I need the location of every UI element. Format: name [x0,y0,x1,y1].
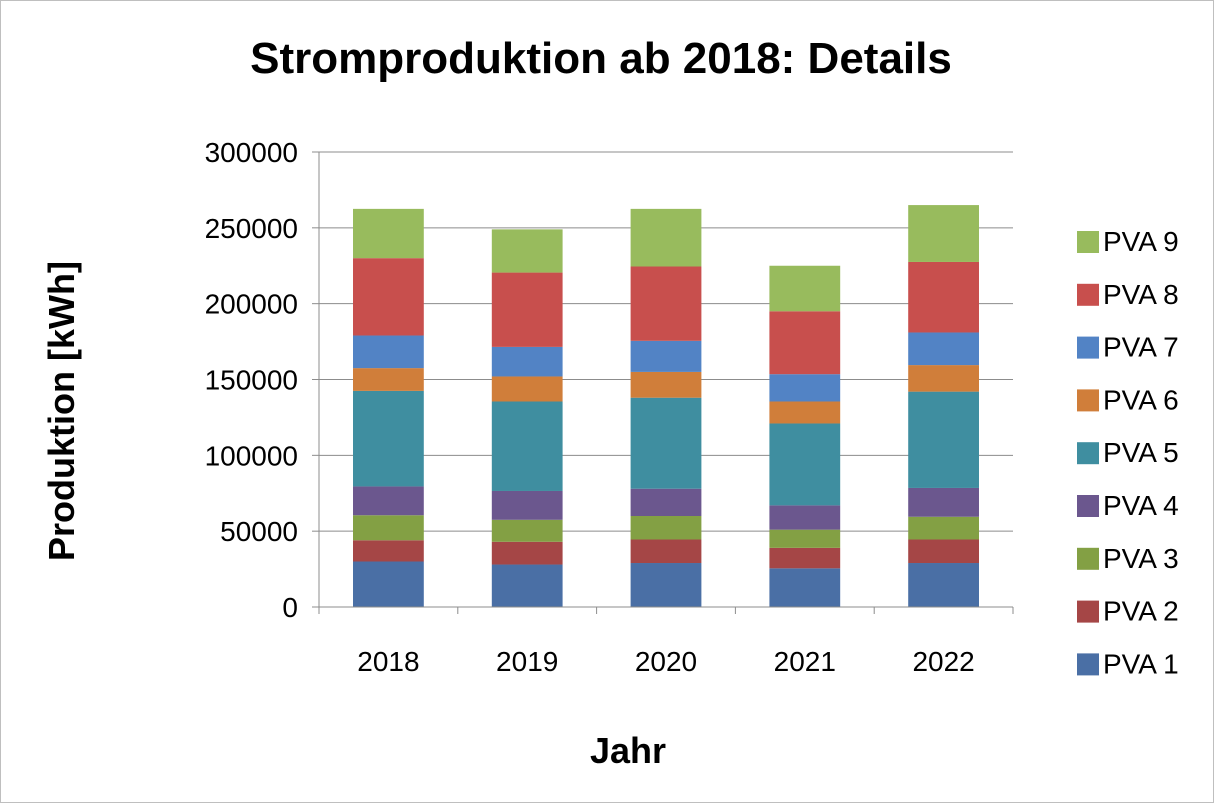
y-tick-labels: 0 50000 100000 150000 200000 250000 300000 [205,137,298,623]
legend-swatch-pva-5 [1077,442,1099,465]
bar-segment-pva-9-2020 [630,208,702,267]
y-tick-label: 150000 [205,365,298,396]
bar-segment-pva-7-2020 [630,340,702,372]
bar-segment-pva-8-2020 [630,266,702,341]
bar-segment-pva-3-2019 [491,519,563,542]
bar-segment-pva-5-2019 [491,401,563,491]
legend-label: PVA 8 [1103,279,1179,310]
legend: PVA 9 PVA 8 PVA 7 PVA 6 PVA 5 PVA 4 PVA 3 PVA 2… [1077,226,1179,679]
bar-segment-pva-9-2022 [908,205,979,262]
y-tick-label: 50000 [220,516,298,547]
bar-segment-pva-1-2018 [353,561,424,607]
legend-swatch-pva-6 [1077,389,1099,412]
legend-swatch-pva-9 [1077,231,1099,253]
legend-swatch-pva-1 [1077,653,1099,676]
bar-segment-pva-3-2022 [908,516,979,540]
bar-segment-pva-6-2022 [908,365,979,392]
bar-segment-pva-5-2022 [908,391,979,488]
bar-segment-pva-6-2021 [769,401,841,424]
legend-swatch-pva-8 [1077,283,1099,306]
bar-segment-pva-3-2021 [769,529,841,548]
bar-segment-pva-2-2018 [353,540,424,562]
y-tick-label: 100000 [205,440,298,471]
bar-segment-pva-9-2019 [491,229,563,273]
bar-segment-pva-1-2021 [769,568,841,607]
bar-segment-pva-4-2019 [491,490,563,520]
legend-label: PVA 5 [1103,437,1179,468]
bar-segment-pva-7-2022 [908,332,979,366]
legend-label: PVA 1 [1103,648,1179,679]
bar-segment-pva-2-2020 [630,539,702,564]
bar-segment-pva-4-2021 [769,505,841,530]
bar-segment-pva-2-2021 [769,547,841,569]
bar-segment-pva-5-2020 [630,397,702,489]
legend-label: PVA 4 [1103,490,1179,521]
x-tick-label: 2018 [357,646,419,677]
legend-label: PVA 6 [1103,384,1179,415]
bar-segment-pva-7-2021 [769,374,841,402]
bar-segment-pva-8-2019 [491,272,563,347]
bar-segment-pva-5-2018 [353,390,424,487]
bar-segment-pva-4-2020 [630,488,702,516]
x-tick-label: 2022 [912,646,974,677]
bar-segment-pva-8-2021 [769,311,841,375]
legend-swatch-pva-4 [1077,495,1099,517]
bar-segment-pva-6-2019 [491,376,563,402]
bar-segment-pva-4-2018 [353,486,424,516]
bar-segment-pva-6-2020 [630,371,702,398]
bar-segment-pva-7-2018 [353,335,424,369]
chart-title: Stromproduktion ab 2018: Details [250,34,952,83]
y-tick-label: 250000 [205,213,298,244]
bar-segment-pva-7-2019 [491,346,563,377]
bar-segment-pva-9-2018 [353,208,424,259]
legend-swatch-pva-2 [1077,600,1099,623]
x-tick-label: 2020 [635,646,697,677]
legend-label: PVA 2 [1103,596,1179,627]
x-axis-title: Jahr [590,730,666,771]
bar-segment-pva-1-2019 [491,564,563,607]
legend-swatch-pva-3 [1077,547,1099,570]
y-axis-title: Produktion [kWh] [41,261,82,561]
bar-segment-pva-3-2018 [353,515,424,541]
legend-label: PVA 3 [1103,543,1179,574]
y-tick-label: 200000 [205,289,298,320]
legend-swatch-pva-7 [1077,336,1099,359]
bar-segment-pva-8-2022 [908,261,979,333]
bars [353,205,979,607]
y-tick-label: 0 [282,592,298,623]
bar-segment-pva-6-2018 [353,368,424,391]
legend-label: PVA 9 [1103,226,1179,257]
bar-segment-pva-9-2021 [769,265,841,312]
bar-segment-pva-3-2020 [630,516,702,540]
bar-segment-pva-8-2018 [353,258,424,336]
bar-segment-pva-1-2020 [630,563,702,607]
bar-segment-pva-2-2022 [908,539,979,564]
x-tick-label: 2019 [496,646,558,677]
axes [318,152,1014,614]
bar-segment-pva-1-2022 [908,563,979,607]
bar-segment-pva-2-2019 [491,541,563,565]
y-tick-label: 300000 [205,137,298,168]
bar-segment-pva-5-2021 [769,423,841,506]
bar-segment-pva-4-2022 [908,487,979,517]
x-tick-label: 2021 [774,646,836,677]
x-tick-labels: 2018 2019 2020 2021 2022 [357,646,974,677]
legend-label: PVA 7 [1103,332,1179,363]
